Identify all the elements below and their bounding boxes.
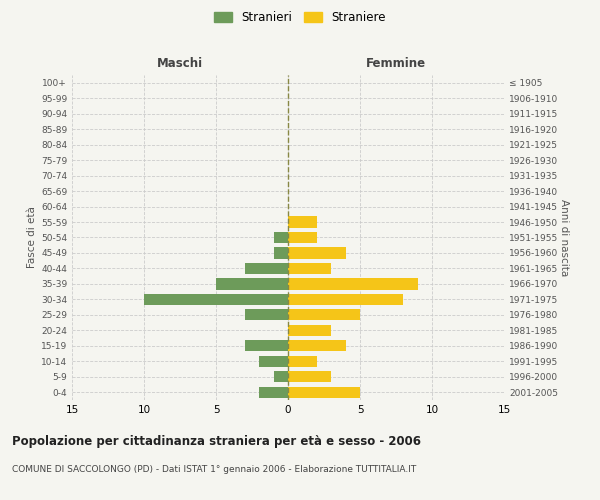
Bar [288, 356, 317, 367]
Legend: Stranieri, Straniere: Stranieri, Straniere [214, 11, 386, 24]
Y-axis label: Fasce di età: Fasce di età [27, 206, 37, 268]
Bar [274, 248, 288, 258]
Bar [144, 294, 288, 305]
Bar [288, 310, 360, 320]
Y-axis label: Anni di nascita: Anni di nascita [559, 199, 569, 276]
Bar [288, 232, 317, 243]
Bar [245, 340, 288, 351]
Text: COMUNE DI SACCOLONGO (PD) - Dati ISTAT 1° gennaio 2006 - Elaborazione TUTTITALIA: COMUNE DI SACCOLONGO (PD) - Dati ISTAT 1… [12, 465, 416, 474]
Bar [288, 278, 418, 289]
Bar [274, 232, 288, 243]
Bar [245, 263, 288, 274]
Bar [245, 310, 288, 320]
Bar [288, 325, 331, 336]
Bar [288, 386, 360, 398]
Bar [288, 216, 317, 228]
Text: Popolazione per cittadinanza straniera per età e sesso - 2006: Popolazione per cittadinanza straniera p… [12, 435, 421, 448]
Bar [274, 371, 288, 382]
Bar [259, 356, 288, 367]
Bar [288, 340, 346, 351]
Bar [216, 278, 288, 289]
Bar [259, 386, 288, 398]
Bar [288, 371, 331, 382]
Bar [288, 248, 346, 258]
Bar [288, 294, 403, 305]
Bar [288, 263, 331, 274]
